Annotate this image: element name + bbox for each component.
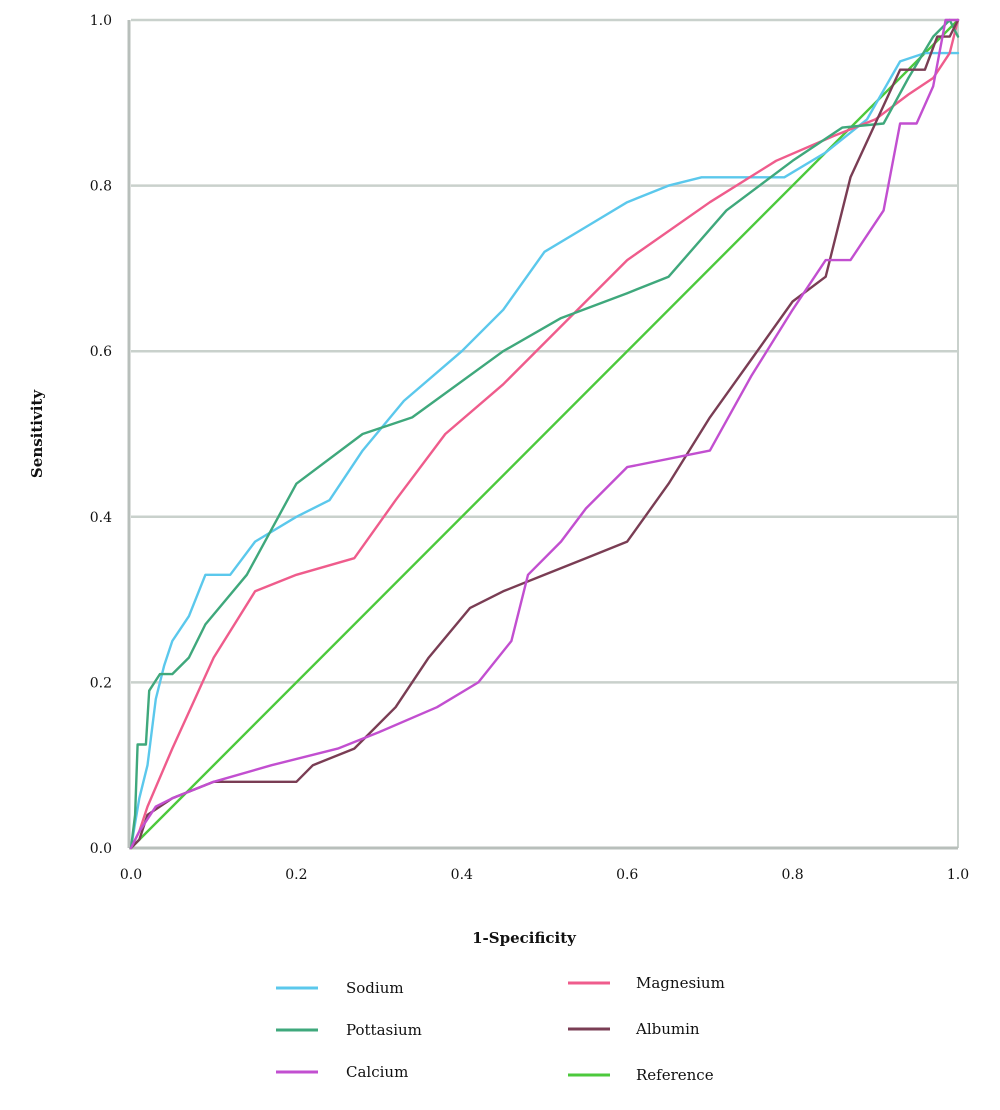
legend-label: Sodium <box>346 979 404 997</box>
legend-item-pottasium: Pottasium <box>276 1021 422 1039</box>
y-axis-title: Sensitivity <box>28 389 46 478</box>
y-tick-label: 1.0 <box>90 13 112 29</box>
x-tick-label: 0.0 <box>120 867 142 883</box>
series-lines <box>129 18 960 850</box>
legend-label: Pottasium <box>346 1021 422 1039</box>
legend-item-sodium: Sodium <box>276 979 404 997</box>
legend: Sodium Magnesium Pottasium Albumin Calcium Re… <box>276 974 725 1084</box>
legend-label: Albumin <box>635 1020 700 1038</box>
x-tick-label: 0.6 <box>616 867 638 883</box>
y-tick-label: 0.0 <box>90 841 112 857</box>
legend-item-calcium: Calcium <box>276 1063 408 1081</box>
axes <box>127 20 959 850</box>
x-axis-title: 1-Specificity <box>472 929 577 947</box>
x-tick-label: 0.4 <box>451 867 473 883</box>
tick-labels: 0.0 0.2 0.4 0.6 0.8 1.0 0.0 0.2 0.4 0.6 0.8 1.0 <box>90 13 969 883</box>
series-line-pottasium <box>129 18 960 850</box>
legend-label: Reference <box>636 1066 714 1084</box>
legend-item-reference: Reference <box>568 1066 714 1084</box>
legend-item-magnesium: Magnesium <box>568 974 725 992</box>
y-tick-label: 0.6 <box>90 344 112 360</box>
legend-label: Calcium <box>346 1063 408 1081</box>
series-line-sodium <box>129 51 960 850</box>
x-tick-label: 0.8 <box>781 867 803 883</box>
y-tick-label: 0.4 <box>90 510 112 526</box>
series-line-magnesium <box>129 18 960 850</box>
gridlines <box>131 18 958 684</box>
y-tick-label: 0.2 <box>90 675 112 691</box>
legend-label: Magnesium <box>636 974 725 992</box>
legend-item-albumin: Albumin <box>568 1020 700 1038</box>
x-tick-label: 1.0 <box>947 867 969 883</box>
series-line-reference <box>129 18 960 850</box>
x-tick-label: 0.2 <box>285 867 307 883</box>
series-line-albumin <box>129 18 960 850</box>
y-tick-label: 0.8 <box>90 179 112 195</box>
series-line-calcium <box>129 18 960 850</box>
